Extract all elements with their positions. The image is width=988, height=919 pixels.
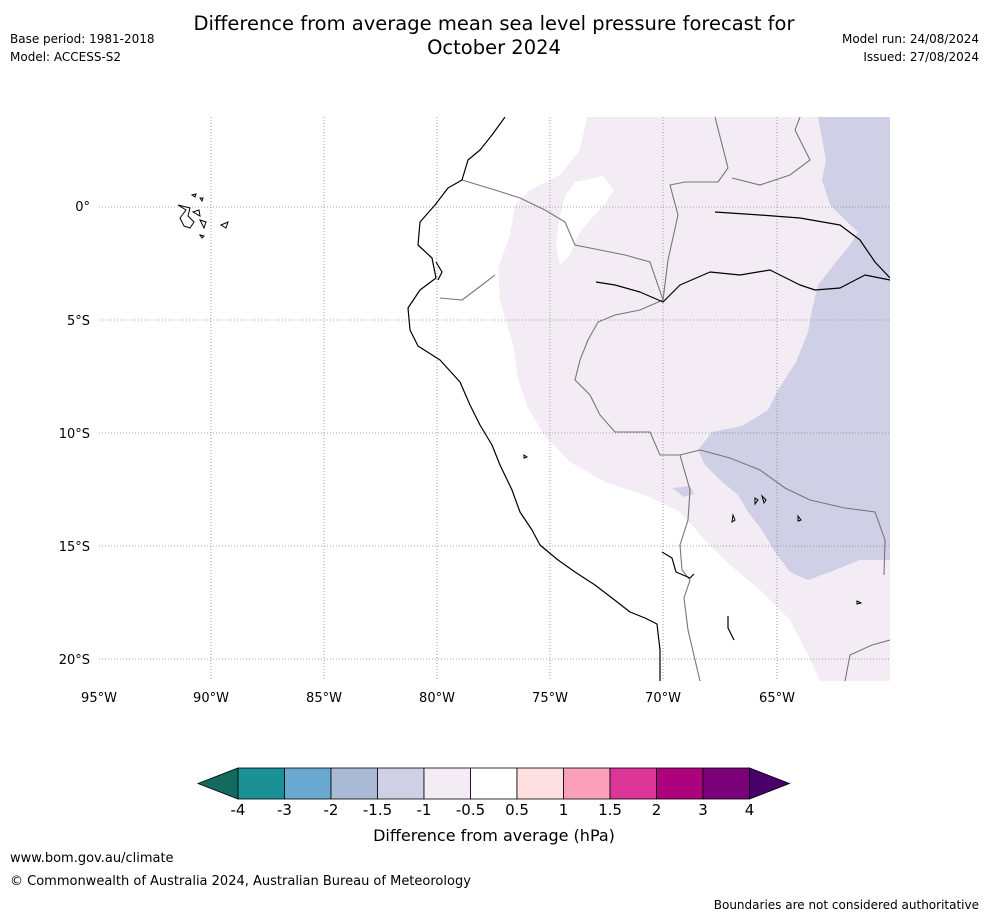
lon-label: 85°W [306, 691, 342, 706]
colorbar: -4 -3 -2 -1.5 -1 -0.5 0.5 1 1.5 2 3 4 [190, 760, 800, 822]
map: 0° 5°S 10°S 15°S 20°S 95°W 90°W 85°W 80°… [59, 117, 890, 706]
issued-date: Issued: 27/08/2024 [863, 50, 979, 64]
colorbar-bin [702, 767, 750, 800]
map-canvas: 0° 5°S 10°S 15°S 20°S 95°W 90°W 85°W 80°… [59, 117, 890, 706]
colorbar-arrow-low [196, 767, 239, 800]
coastline [407, 117, 890, 681]
colorbar-bin [516, 767, 564, 800]
colorbar-tick-label: -1.5 [363, 801, 392, 819]
colorbar-label: Difference from average (hPa) [373, 826, 615, 845]
anomaly-region-dark [698, 117, 890, 681]
lon-label: 80°W [419, 691, 455, 706]
colorbar-tick-label: -0.5 [456, 801, 485, 819]
colorbar-tick-label: -1 [417, 801, 432, 819]
colorbar-tick-label: -2 [324, 801, 339, 819]
colorbar-bin [609, 767, 657, 800]
islands [177, 193, 863, 605]
colorbar-bin [563, 767, 611, 800]
colorbar-arrow-high [749, 767, 791, 800]
colorbar-tick-label: 2 [652, 801, 662, 819]
colorbar-tick-label: 1.5 [598, 801, 622, 819]
latitude-labels: 0° 5°S 10°S 15°S 20°S [59, 200, 90, 668]
colorbar-bin [656, 767, 704, 800]
lat-label: 15°S [59, 540, 90, 555]
lon-label: 65°W [759, 691, 795, 706]
colorbar-tick-label: 4 [745, 801, 755, 819]
lon-label: 70°W [645, 691, 681, 706]
colorbar-tick-label: 0.5 [505, 801, 529, 819]
lon-label: 95°W [81, 691, 117, 706]
colorbar-tick-label: 1 [559, 801, 569, 819]
copyright-text: © Commonwealth of Australia 2024, Austra… [10, 874, 471, 889]
lat-label: 10°S [59, 427, 90, 442]
website-link[interactable]: www.bom.gov.au/climate [10, 851, 174, 866]
boundaries-note: Boundaries are not considered authoritat… [713, 898, 979, 912]
colorbar-bin [284, 767, 332, 800]
base-period: Base period: 1981-2018 [10, 32, 155, 46]
lon-label: 90°W [193, 691, 229, 706]
colorbar-bin [237, 767, 285, 800]
gridlines [99, 117, 890, 681]
title-line-2: October 2024 [427, 36, 561, 59]
lat-label: 20°S [59, 653, 90, 668]
meta-right: Model run: 24/08/2024 Issued: 27/08/2024 [842, 30, 979, 66]
colorbar-tick-label: 3 [698, 801, 708, 819]
longitude-labels: 95°W 90°W 85°W 80°W 75°W 70°W 65°W [81, 691, 795, 706]
colorbar-tick-label: -4 [231, 801, 246, 819]
anomaly-hole [556, 176, 614, 265]
model-run: Model run: 24/08/2024 [841, 32, 979, 46]
lon-label: 75°W [532, 691, 568, 706]
model-name: Model: ACCESS-S2 [10, 50, 122, 64]
title-line-1: Difference from average mean sea level p… [193, 12, 795, 35]
lat-label: 0° [75, 200, 90, 215]
country-borders [439, 117, 890, 681]
colorbar-bin [423, 767, 471, 800]
anomaly-spot [672, 486, 694, 497]
colorbar-bin [470, 767, 518, 800]
lat-label: 5°S [67, 314, 90, 329]
meta-left: Base period: 1981-2018 Model: ACCESS-S2 [10, 30, 155, 66]
colorbar-tick-label: -3 [277, 801, 292, 819]
chart-title: Difference from average mean sea level p… [0, 12, 988, 60]
colorbar-canvas: -4 -3 -2 -1.5 -1 -0.5 0.5 1 1.5 2 3 4 [196, 767, 791, 819]
colorbar-bin [330, 767, 378, 800]
colorbar-bin [377, 767, 425, 800]
